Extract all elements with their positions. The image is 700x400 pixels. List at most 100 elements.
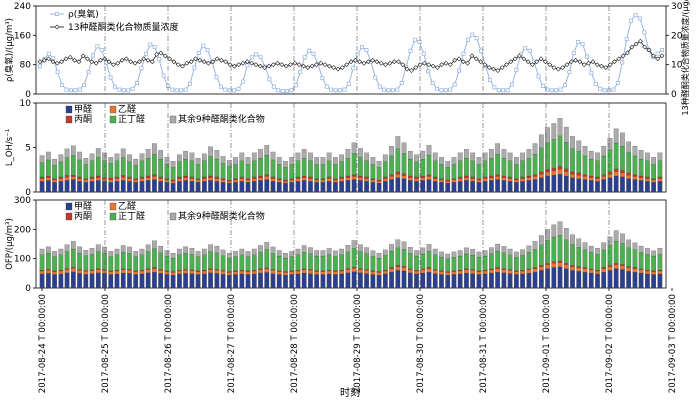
carbonyl-point	[581, 62, 587, 68]
carbonyl-point	[352, 57, 358, 63]
bar-loh-3	[170, 167, 176, 181]
carbonyl-point	[244, 59, 250, 65]
bar-ofp-4	[320, 250, 326, 257]
bar-ofp-1	[420, 269, 426, 274]
ozone-point	[637, 16, 642, 21]
bar-ofp-3	[245, 256, 251, 271]
bar-loh-0	[514, 182, 519, 193]
bar-loh-4	[283, 161, 288, 168]
bar-loh-3	[576, 151, 582, 173]
bar-loh-3	[426, 154, 432, 175]
bar-loh-0	[245, 182, 251, 193]
bar-loh-4	[46, 151, 51, 161]
bar-ofp-4	[220, 249, 226, 256]
bar-ofp-4	[145, 244, 151, 252]
ylabel-ozone: ρ(臭氧)/(μg/m³)	[4, 18, 15, 82]
bar-ofp-3	[570, 244, 575, 266]
carbonyl-point	[430, 63, 436, 69]
bar-ofp-4	[651, 250, 656, 257]
bar-ofp-2	[127, 269, 132, 271]
ozone-point	[571, 50, 576, 55]
bar-loh-4	[239, 152, 245, 161]
bar-ofp-1	[133, 271, 139, 275]
bar-ofp-3	[295, 254, 301, 271]
bar-ofp-1	[626, 267, 632, 272]
carbonyl-point	[218, 57, 224, 63]
bar-ofp-3	[333, 256, 338, 271]
carbonyl-point	[482, 62, 488, 68]
bar-loh-0	[551, 174, 557, 193]
bar-loh-4	[545, 127, 550, 143]
bar-loh-3	[345, 158, 351, 177]
bar-ofp-1	[120, 269, 126, 274]
bar-ofp-1	[276, 271, 282, 275]
bar-loh-3	[301, 158, 307, 177]
ozone-point	[360, 45, 364, 50]
carbonyl-point	[85, 56, 90, 62]
bar-ofp-4	[464, 247, 469, 255]
carbonyl-point	[495, 68, 501, 73]
bar-loh-4	[183, 150, 188, 160]
bar-ofp-3	[445, 258, 451, 272]
bar-ofp-1	[532, 268, 538, 273]
bar-loh-1	[439, 179, 444, 183]
bar-loh-1	[613, 171, 619, 177]
bar-ofp-3	[158, 252, 164, 270]
bar-ofp-0	[245, 274, 251, 289]
bar-loh-4	[233, 157, 238, 165]
bar-loh-3	[632, 155, 638, 175]
bar-loh-1	[145, 177, 151, 181]
bar-loh-1	[457, 178, 463, 182]
ozone-point	[99, 48, 104, 52]
carbonyl-point	[659, 53, 665, 59]
bar-ofp-0	[464, 272, 469, 289]
bar-loh-3	[208, 156, 213, 177]
bar-ofp-0	[152, 272, 157, 289]
carbonyl-point	[141, 56, 147, 62]
bar-ofp-0	[501, 272, 507, 289]
bar-loh-1	[376, 181, 382, 184]
bar-loh-0	[214, 181, 220, 193]
bar-ofp-2	[582, 267, 588, 269]
ytick-label-ofp: 200	[14, 225, 31, 235]
bar-loh-2	[645, 176, 650, 179]
bar-ofp-1	[395, 266, 401, 271]
carbonyl-point	[590, 59, 596, 65]
bar-loh-3	[52, 165, 57, 179]
bar-ofp-2	[551, 261, 557, 264]
bar-ofp-1	[251, 270, 257, 275]
bar-loh-2	[570, 171, 575, 175]
bar-loh-4	[638, 150, 644, 160]
bar-ofp-1	[651, 271, 656, 275]
bar-ofp-4	[526, 245, 532, 253]
carbonyl-point	[262, 65, 268, 71]
bar-loh-3	[489, 158, 494, 177]
bar-loh-2	[245, 178, 251, 181]
ozone-point	[311, 51, 316, 56]
bar-ofp-3	[208, 251, 213, 269]
bar-loh-3	[39, 162, 45, 177]
bar-loh-2	[283, 179, 288, 182]
bar-loh-0	[264, 179, 270, 193]
carbonyl-point	[504, 62, 509, 68]
bar-loh-3	[626, 152, 632, 173]
bar-ofp-2	[595, 270, 600, 272]
bar-ofp-1	[102, 270, 107, 274]
bar-ofp-4	[102, 246, 107, 254]
bar-ofp-0	[507, 273, 513, 289]
carbonyl-point	[637, 38, 643, 44]
ozone-point	[523, 46, 528, 51]
bar-loh-2	[432, 176, 438, 179]
bar-ofp-4	[482, 250, 488, 257]
carbonyl-point	[439, 62, 445, 68]
ytick-label-loh: 10	[20, 99, 32, 109]
ozone-point	[660, 48, 664, 52]
bar-ofp-4	[195, 251, 201, 257]
bar-ofp-1	[364, 270, 369, 274]
bar-ofp-4	[258, 245, 263, 253]
carbonyl-point	[508, 59, 514, 65]
ozone-point	[457, 68, 462, 73]
bar-loh-0	[145, 180, 151, 193]
bar-loh-2	[607, 171, 613, 175]
bar-loh-1	[64, 177, 70, 181]
